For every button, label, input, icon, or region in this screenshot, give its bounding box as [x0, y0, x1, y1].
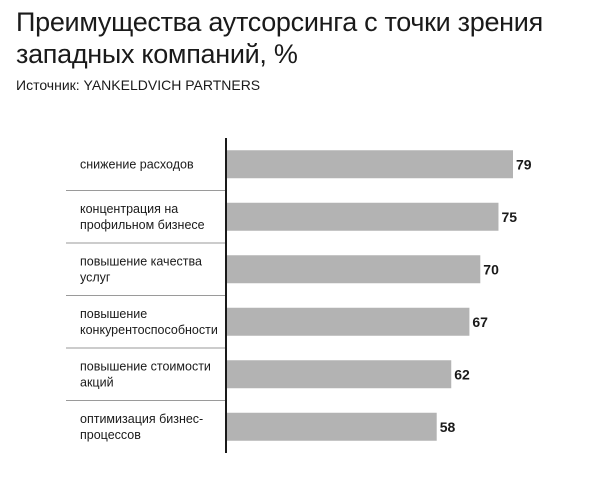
category-label: концентрация на — [80, 202, 178, 216]
value-label: 75 — [501, 209, 517, 225]
category-label: повышение стоимости — [80, 359, 211, 373]
bar-5 — [226, 360, 452, 389]
bar-4 — [226, 307, 470, 336]
category-label: повышение качества — [80, 254, 202, 268]
bar-6 — [226, 412, 437, 441]
value-label: 70 — [483, 261, 499, 277]
category-label: снижение расходов — [80, 157, 194, 171]
category-label: конкурентоспособности — [80, 323, 218, 337]
bar-3 — [226, 255, 481, 284]
category-label: оптимизация бизнес- — [80, 412, 203, 426]
category-label: акций — [80, 375, 114, 389]
category-label: услуг — [80, 270, 111, 284]
chart-title: Преимущества аутсорсинга с точки зрения … — [16, 7, 543, 69]
chart-source: Источник: YANKELDVICH PARTNERS — [16, 77, 261, 93]
category-label: процессов — [80, 428, 141, 442]
value-label: 79 — [516, 156, 532, 172]
bar-2 — [226, 202, 499, 231]
category-label: профильном бизнесе — [80, 218, 205, 232]
value-label: 67 — [472, 314, 488, 330]
category-label: повышение — [80, 307, 147, 321]
bar-1 — [226, 150, 513, 179]
value-label: 58 — [440, 419, 456, 435]
value-label: 62 — [454, 366, 470, 382]
